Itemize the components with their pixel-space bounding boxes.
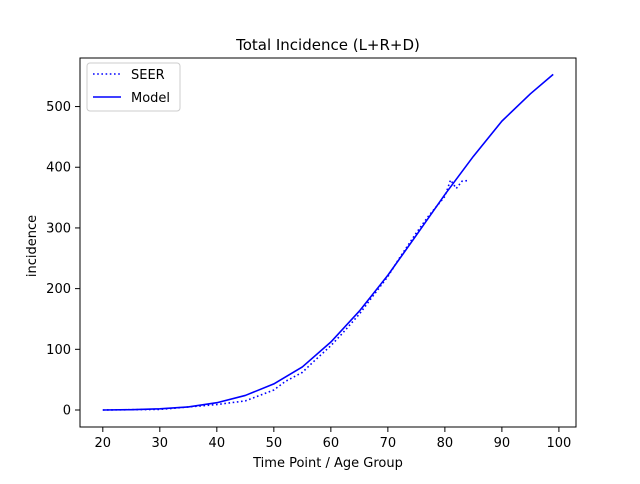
legend-label-model: Model xyxy=(131,91,170,106)
x-tick-label: 70 xyxy=(380,436,397,451)
legend: SEER Model xyxy=(86,62,181,112)
y-tick-label: 0 xyxy=(63,404,71,419)
x-axis-label: Time Point / Age Group xyxy=(252,456,403,471)
x-tick-label: 100 xyxy=(546,436,571,451)
chart-title: Total Incidence (L+R+D) xyxy=(235,36,420,54)
x-tick-label: 30 xyxy=(152,436,169,451)
y-axis-ticks: 0 100 200 300 400 500 xyxy=(46,100,80,419)
y-tick-label: 200 xyxy=(46,282,71,297)
legend-box xyxy=(86,62,181,112)
x-tick-label: 40 xyxy=(209,436,226,451)
y-tick-label: 400 xyxy=(46,161,71,176)
y-tick-label: 300 xyxy=(46,221,71,236)
legend-label-seer: SEER xyxy=(131,68,165,83)
x-tick-label: 50 xyxy=(266,436,283,451)
series-line-model xyxy=(102,73,554,411)
axes-frame xyxy=(79,57,577,428)
y-axis-label: incidence xyxy=(25,215,40,277)
y-tick-label: 100 xyxy=(46,343,71,358)
x-tick-label: 60 xyxy=(323,436,340,451)
x-tick-label: 80 xyxy=(437,436,454,451)
x-tick-label: 90 xyxy=(494,436,511,451)
x-axis-ticks: 20 30 40 50 60 70 80 90 100 xyxy=(95,427,571,451)
y-tick-label: 500 xyxy=(46,100,71,115)
x-tick-label: 20 xyxy=(95,436,112,451)
plot-area xyxy=(79,57,577,428)
